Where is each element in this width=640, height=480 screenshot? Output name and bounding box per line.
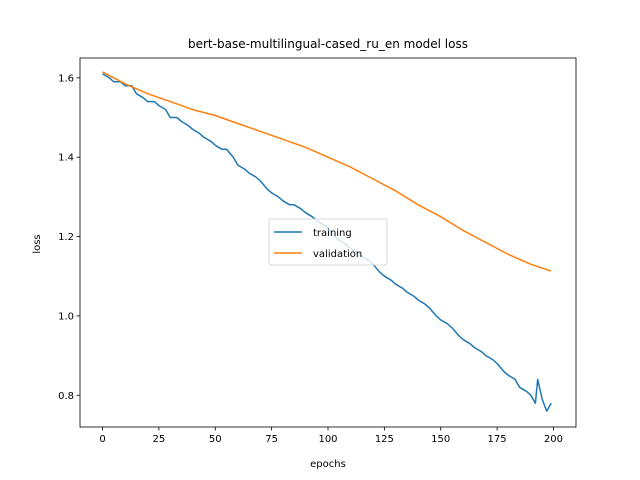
y-tick-label: 1.4 [58, 153, 74, 164]
y-tick-label: 1.6 [58, 73, 74, 84]
x-axis-label: epochs [310, 459, 346, 470]
y-tick-label: 1.0 [58, 311, 74, 322]
x-tick-label: 175 [488, 434, 507, 445]
x-tick-label: 100 [318, 434, 337, 445]
x-tick-label: 50 [209, 434, 222, 445]
x-tick-label: 200 [544, 434, 563, 445]
chart-title: bert-base-multilingual-cased_ru_en model… [188, 37, 468, 51]
x-tick-label: 150 [431, 434, 450, 445]
legend: training validation [268, 218, 388, 266]
x-tick-label: 0 [99, 434, 105, 445]
y-axis-label: loss [32, 234, 43, 253]
x-axis-ticks: 0 25 50 75 100 125 150 175 200 [99, 427, 563, 445]
legend-label-validation: validation [313, 249, 362, 260]
x-tick-label: 125 [375, 434, 394, 445]
x-tick-label: 25 [153, 434, 166, 445]
y-axis-ticks: 0.8 1.0 1.2 1.4 1.6 [58, 73, 80, 402]
x-tick-label: 75 [265, 434, 278, 445]
y-tick-label: 1.2 [58, 232, 74, 243]
legend-label-training: training [313, 228, 352, 239]
series-line-validation [102, 71, 552, 272]
y-tick-label: 0.8 [58, 391, 74, 402]
